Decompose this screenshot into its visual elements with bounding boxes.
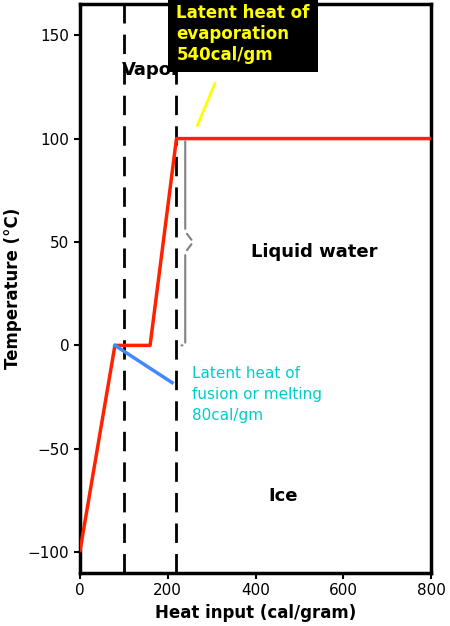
Text: Latent heat of
evaporation
540cal/gm: Latent heat of evaporation 540cal/gm [176, 4, 310, 64]
X-axis label: Heat input (cal/gram): Heat input (cal/gram) [155, 604, 356, 622]
Text: Vapor: Vapor [122, 61, 180, 80]
Text: Latent heat of
fusion or melting
80cal/gm: Latent heat of fusion or melting 80cal/g… [192, 366, 322, 423]
Text: Liquid water: Liquid water [251, 244, 378, 261]
Y-axis label: Temperature (°C): Temperature (°C) [4, 208, 22, 369]
Text: Ice: Ice [269, 488, 298, 505]
